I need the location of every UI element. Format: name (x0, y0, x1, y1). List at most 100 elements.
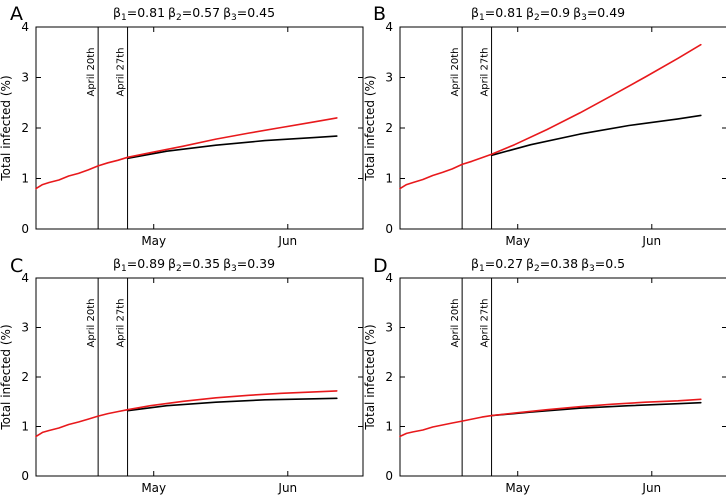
y-tick-label: 0 (385, 222, 393, 236)
beta-subscript: 2 (176, 264, 182, 274)
series-line-red (399, 43, 702, 190)
beta-value: =0.81 (485, 5, 523, 20)
beta-subscript: 3 (231, 13, 237, 23)
y-axis-label: Total infected (%) (0, 324, 13, 430)
y-tick-label: 4 (21, 20, 29, 34)
beta-subscript: 2 (176, 13, 182, 23)
beta-subscript: 3 (231, 264, 237, 274)
beta-subscript: 2 (534, 13, 540, 23)
panel-letter: B (373, 3, 386, 25)
beta-subscript: 2 (534, 264, 540, 274)
y-tick-label: 2 (21, 121, 29, 135)
beta-symbol: β (573, 5, 581, 20)
beta-value: =0.9 (540, 5, 570, 20)
beta-value: =0.27 (485, 256, 523, 271)
date-marker-label: April 20th (86, 298, 97, 347)
beta-symbol: β (581, 256, 589, 271)
x-tick-label: Jun (277, 481, 297, 495)
y-tick-label: 3 (21, 321, 29, 335)
x-tick-label: Jun (641, 481, 661, 495)
y-tick-label: 0 (21, 469, 29, 483)
beta-symbol: β (471, 256, 479, 271)
y-tick-label: 0 (21, 222, 29, 236)
beta-symbol: β (113, 5, 121, 20)
series-line-red (399, 398, 702, 438)
beta-value: =0.5 (595, 256, 625, 271)
beta-value: =0.45 (237, 5, 275, 20)
series-line-red (35, 117, 338, 190)
date-marker-label: April 20th (450, 298, 461, 347)
beta-subscript: 3 (581, 13, 587, 23)
beta-symbol: β (223, 5, 231, 20)
series-line-black (126, 135, 338, 160)
beta-symbol: β (223, 256, 231, 271)
y-tick-label: 2 (21, 370, 29, 384)
beta-value: =0.57 (182, 5, 220, 20)
y-tick-label: 2 (385, 121, 393, 135)
beta-symbol: β (526, 5, 534, 20)
date-marker-label: April 20th (450, 47, 461, 96)
y-axis-label: Total infected (%) (363, 75, 377, 181)
beta-parameters: β1=0.81 β2=0.57 β3=0.45 (113, 5, 275, 23)
y-axis-label: Total infected (%) (363, 324, 377, 430)
date-marker-label: April 20th (86, 47, 97, 96)
date-marker-label: April 27th (116, 298, 127, 347)
panel-letter: D (373, 255, 388, 277)
y-tick-label: 2 (385, 370, 393, 384)
x-tick-label: May (505, 234, 530, 248)
beta-value: =0.38 (540, 256, 578, 271)
beta-symbol: β (526, 256, 534, 271)
series-line-black (490, 114, 702, 157)
y-tick-label: 3 (385, 71, 393, 85)
y-tick-label: 3 (385, 321, 393, 335)
plot-frame (35, 277, 364, 477)
x-tick-label: May (505, 481, 530, 495)
beta-symbol: β (113, 256, 121, 271)
series-line-black (490, 401, 702, 417)
y-tick-label: 3 (21, 71, 29, 85)
date-marker-label: April 27th (480, 47, 491, 96)
beta-subscript: 1 (479, 264, 485, 274)
y-tick-label: 1 (385, 172, 393, 186)
panel-letter: A (10, 3, 23, 25)
series-line-red (35, 390, 338, 438)
y-tick-label: 1 (21, 420, 29, 434)
series-line-black (126, 397, 338, 412)
plot-frame (35, 26, 364, 230)
panel-letter: C (10, 255, 23, 277)
beta-value: =0.39 (237, 256, 275, 271)
beta-subscript: 1 (121, 264, 127, 274)
beta-parameters: β1=0.27 β2=0.38 β3=0.5 (471, 256, 625, 274)
y-tick-label: 0 (385, 469, 393, 483)
x-tick-label: Jun (641, 234, 661, 248)
beta-subscript: 1 (479, 13, 485, 23)
beta-symbol: β (168, 5, 176, 20)
beta-parameters: β1=0.81 β2=0.9 β3=0.49 (471, 5, 625, 23)
beta-symbol: β (471, 5, 479, 20)
plot-frame (399, 277, 726, 477)
x-tick-label: May (141, 481, 166, 495)
y-tick-label: 1 (21, 172, 29, 186)
beta-parameters: β1=0.89 β2=0.35 β3=0.39 (113, 256, 275, 274)
y-axis-label: Total infected (%) (0, 75, 13, 181)
y-tick-label: 1 (385, 420, 393, 434)
y-tick-label: 4 (21, 271, 29, 285)
y-tick-label: 4 (385, 20, 393, 34)
beta-subscript: 3 (589, 264, 595, 274)
beta-value: =0.81 (127, 5, 165, 20)
beta-value: =0.49 (587, 5, 625, 20)
beta-symbol: β (168, 256, 176, 271)
beta-value: =0.35 (182, 256, 220, 271)
x-tick-label: Jun (277, 234, 297, 248)
beta-subscript: 1 (121, 13, 127, 23)
plot-frame (399, 26, 726, 230)
beta-value: =0.89 (127, 256, 165, 271)
date-marker-label: April 27th (480, 298, 491, 347)
date-marker-label: April 27th (116, 47, 127, 96)
x-tick-label: May (141, 234, 166, 248)
